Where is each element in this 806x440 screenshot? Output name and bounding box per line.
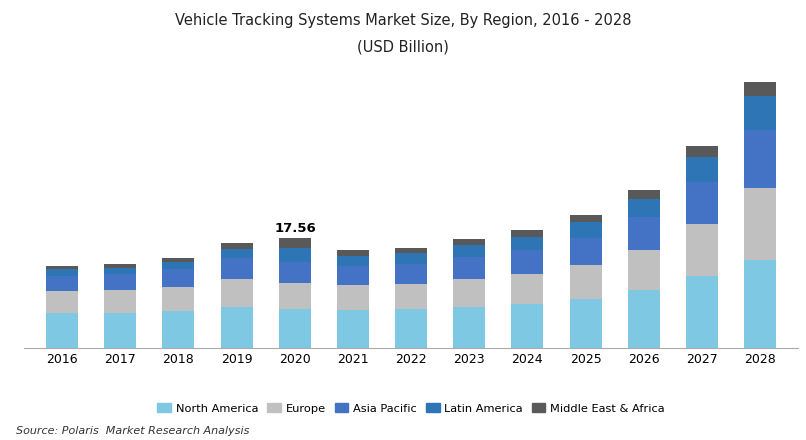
Bar: [221, 249, 252, 258]
Bar: [744, 82, 776, 96]
Bar: [395, 264, 427, 284]
Bar: [162, 287, 194, 311]
Bar: [512, 230, 543, 237]
Bar: [279, 248, 310, 262]
Bar: [686, 224, 718, 275]
Bar: [570, 265, 601, 299]
Bar: [162, 311, 194, 348]
Bar: [570, 238, 601, 265]
Bar: [628, 190, 660, 199]
Bar: [46, 313, 78, 348]
Bar: [46, 275, 78, 291]
Bar: [395, 284, 427, 309]
Bar: [221, 279, 252, 307]
Text: Vehicle Tracking Systems Market Size, By Region, 2016 - 2028: Vehicle Tracking Systems Market Size, By…: [175, 13, 631, 28]
Bar: [337, 266, 369, 285]
Bar: [104, 312, 136, 348]
Bar: [395, 248, 427, 253]
Bar: [221, 243, 252, 249]
Text: (USD Billion): (USD Billion): [357, 40, 449, 55]
Bar: [453, 245, 485, 257]
Bar: [686, 275, 718, 348]
Bar: [221, 258, 252, 279]
Text: Source: Polaris  Market Research Analysis: Source: Polaris Market Research Analysis: [16, 425, 250, 436]
Bar: [337, 250, 369, 256]
Bar: [162, 263, 194, 269]
Bar: [337, 285, 369, 310]
Bar: [628, 290, 660, 348]
Bar: [46, 291, 78, 313]
Bar: [570, 223, 601, 238]
Bar: [337, 256, 369, 266]
Bar: [512, 237, 543, 250]
Bar: [46, 269, 78, 275]
Bar: [453, 279, 485, 307]
Bar: [628, 199, 660, 217]
Bar: [162, 258, 194, 263]
Bar: [395, 253, 427, 264]
Bar: [104, 268, 136, 274]
Bar: [512, 274, 543, 304]
Bar: [686, 158, 718, 183]
Bar: [570, 215, 601, 223]
Bar: [162, 269, 194, 287]
Bar: [512, 250, 543, 274]
Bar: [686, 146, 718, 158]
Bar: [395, 309, 427, 348]
Bar: [104, 290, 136, 312]
Bar: [279, 262, 310, 282]
Bar: [221, 307, 252, 348]
Bar: [279, 309, 310, 348]
Bar: [46, 266, 78, 269]
Bar: [453, 239, 485, 245]
Bar: [104, 274, 136, 290]
Text: 17.56: 17.56: [274, 222, 316, 235]
Bar: [744, 188, 776, 260]
Bar: [744, 260, 776, 348]
Bar: [279, 238, 310, 248]
Bar: [453, 307, 485, 348]
Bar: [570, 299, 601, 348]
Bar: [453, 257, 485, 279]
Bar: [104, 264, 136, 268]
Bar: [744, 96, 776, 130]
Bar: [512, 304, 543, 348]
Legend: North America, Europe, Asia Pacific, Latin America, Middle East & Africa: North America, Europe, Asia Pacific, Lat…: [153, 398, 669, 418]
Bar: [686, 183, 718, 224]
Bar: [744, 130, 776, 188]
Bar: [279, 282, 310, 309]
Bar: [337, 310, 369, 348]
Bar: [628, 217, 660, 250]
Bar: [628, 250, 660, 290]
